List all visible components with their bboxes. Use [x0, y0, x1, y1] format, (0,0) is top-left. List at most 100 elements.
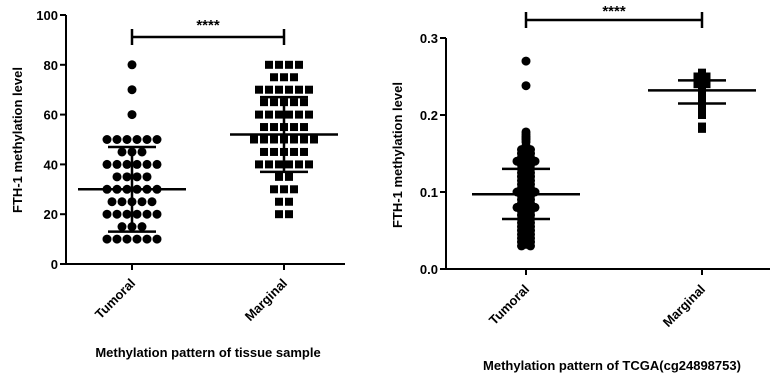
data-point — [265, 85, 273, 94]
x-tick-label: Marginal — [660, 282, 708, 330]
data-point — [275, 197, 283, 206]
data-point — [295, 110, 303, 119]
data-point — [112, 159, 122, 169]
data-point — [521, 56, 531, 66]
data-point — [270, 73, 278, 82]
data-point — [260, 123, 268, 132]
data-point — [270, 147, 278, 156]
data-point — [270, 135, 278, 144]
data-point — [295, 160, 303, 169]
data-point — [300, 147, 308, 156]
data-point — [290, 98, 298, 107]
data-point — [290, 147, 298, 156]
data-point — [147, 197, 157, 207]
data-point — [526, 241, 535, 251]
data-point — [152, 209, 162, 219]
data-point — [290, 185, 298, 194]
plot-area: 0 20 40 60 80 100 Tumoral Marginal — [36, 8, 345, 324]
data-point — [305, 85, 313, 94]
data-point — [295, 60, 303, 69]
data-point — [270, 123, 278, 132]
data-point — [260, 147, 268, 156]
data-point — [132, 209, 142, 219]
x-axis-label: Methylation pattern of tissue sample — [95, 345, 320, 360]
y-tick-label: 0 — [51, 257, 58, 272]
y-tick-label: 60 — [44, 108, 58, 123]
data-point — [132, 135, 142, 144]
data-point — [275, 210, 283, 219]
data-point — [265, 60, 273, 69]
data-point — [142, 135, 152, 144]
data-point — [290, 123, 298, 132]
data-point — [142, 234, 152, 244]
y-tick-label: 40 — [44, 157, 58, 172]
data-point — [255, 110, 263, 119]
data-point — [698, 124, 706, 133]
data-point — [310, 135, 318, 144]
data-point — [112, 135, 122, 144]
data-point — [112, 234, 122, 244]
data-point — [260, 135, 268, 144]
data-point — [152, 234, 162, 244]
data-point — [517, 241, 526, 251]
data-point — [255, 85, 263, 94]
data-point — [127, 110, 137, 120]
data-point — [521, 81, 531, 91]
data-point — [102, 234, 112, 244]
data-point — [132, 159, 142, 169]
data-point — [305, 110, 313, 119]
data-point — [300, 123, 308, 132]
data-point — [275, 172, 283, 181]
y-tick-label: 0.3 — [420, 31, 438, 46]
data-point — [698, 70, 706, 79]
x-tick-label: Marginal — [242, 276, 290, 324]
data-point — [295, 85, 303, 94]
data-point — [102, 135, 112, 144]
y-tick-label: 0.0 — [420, 262, 438, 277]
panel-tissue: FTH-1 methylation level Methylation patt… — [10, 8, 345, 360]
data-point — [112, 172, 122, 182]
data-point — [280, 185, 288, 194]
data-point — [117, 222, 127, 232]
data-point — [117, 147, 127, 157]
y-tick-label: 20 — [44, 207, 58, 222]
y-axis-label: FTH-1 methylation level — [10, 67, 25, 213]
x-tick-label: Tumoral — [486, 282, 532, 328]
y-tick-label: 0.1 — [420, 185, 438, 200]
data-point — [142, 209, 152, 219]
x-axis-label: Methylation pattern of TCGA(cg24898753) — [483, 358, 741, 373]
data-point — [698, 111, 706, 119]
data-point — [127, 85, 137, 95]
data-point — [255, 160, 263, 169]
data-point — [693, 80, 702, 89]
y-tick-label: 100 — [36, 8, 58, 23]
data-point — [270, 98, 278, 107]
data-point — [142, 172, 152, 182]
data-point — [117, 197, 127, 207]
data-point — [137, 147, 147, 157]
data-point — [122, 172, 132, 182]
data-point — [152, 159, 162, 169]
data-point — [275, 160, 283, 169]
data-point — [112, 209, 122, 219]
data-point — [265, 110, 273, 119]
data-point — [102, 159, 112, 169]
significance-label: **** — [602, 3, 626, 20]
data-point — [122, 135, 132, 144]
data-point — [102, 209, 112, 219]
data-point — [300, 98, 308, 107]
data-point — [132, 172, 142, 182]
data-point — [285, 172, 293, 181]
data-point — [285, 160, 293, 169]
data-point — [275, 85, 283, 94]
data-point — [142, 159, 152, 169]
data-point — [290, 73, 298, 82]
y-tick-label: 80 — [44, 58, 58, 73]
data-point — [290, 135, 298, 144]
data-point — [285, 85, 293, 94]
significance-label: **** — [196, 17, 220, 34]
data-point — [107, 197, 117, 207]
data-point — [275, 110, 283, 119]
panel-tcga: FTH-1 methylation level Methylation patt… — [390, 3, 770, 373]
data-point — [285, 197, 293, 206]
